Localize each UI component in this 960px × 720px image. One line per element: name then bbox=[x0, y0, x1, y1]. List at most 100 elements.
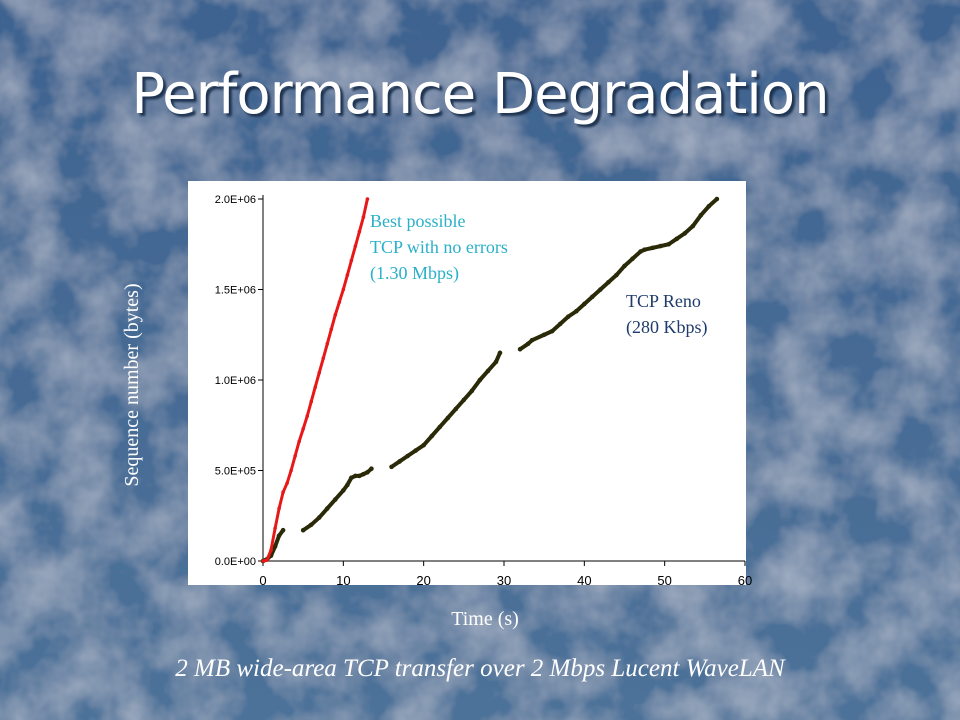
tcp-reno-point bbox=[437, 424, 443, 430]
tcp-reno-point bbox=[308, 522, 314, 528]
tcp-reno-point bbox=[421, 442, 426, 448]
tcp-reno-point bbox=[690, 223, 696, 229]
annotation-line: (1.30 Mbps) bbox=[370, 263, 459, 283]
best-possible-point bbox=[325, 342, 330, 346]
best-possible-point bbox=[321, 356, 326, 361]
x-tick-label: 50 bbox=[657, 573, 671, 588]
tcp-reno-point bbox=[666, 241, 671, 247]
tcp-reno-point bbox=[324, 506, 330, 511]
tcp-reno-point bbox=[582, 301, 587, 307]
axes: 0 10 20 30 40 50 60 0.0E+00 5.0E+05 1.0E+06 1.5E+0… bbox=[215, 194, 753, 588]
best-possible-point bbox=[269, 548, 273, 552]
best-possible-point bbox=[317, 370, 322, 375]
best-possible-point bbox=[349, 258, 354, 263]
best-possible-point bbox=[293, 454, 297, 458]
tcp-reno-point bbox=[357, 473, 362, 479]
best-possible-annotation: Best possible TCP with no errors (1.30 M… bbox=[370, 208, 508, 286]
x-tick-label: 10 bbox=[336, 573, 350, 588]
tcp-reno-point bbox=[389, 464, 394, 470]
best-possible-point bbox=[305, 414, 309, 419]
best-possible-point bbox=[341, 287, 346, 292]
best-possible-point bbox=[277, 506, 281, 511]
annotation-line: TCP with no errors bbox=[370, 237, 508, 257]
tcp-reno-series bbox=[260, 196, 720, 564]
tcp-reno-point bbox=[361, 471, 366, 477]
best-possible-point bbox=[261, 559, 265, 563]
best-possible-point bbox=[353, 244, 358, 248]
best-possible-point bbox=[333, 313, 338, 317]
tcp-reno-point bbox=[445, 415, 451, 421]
tcp-reno-point bbox=[365, 470, 370, 475]
y-tick-label: 1.5E+06 bbox=[215, 285, 256, 297]
tcp-reno-point bbox=[622, 263, 627, 269]
tcp-reno-point bbox=[549, 328, 555, 334]
best-possible-point bbox=[289, 468, 293, 473]
annotation-line: Best possible bbox=[370, 211, 466, 231]
best-possible-point bbox=[329, 327, 334, 332]
y-tick-label: 1.0E+06 bbox=[215, 375, 256, 387]
tcp-reno-point bbox=[642, 247, 647, 252]
best-possible-point bbox=[273, 526, 277, 531]
annotation-line: TCP Reno bbox=[626, 291, 701, 311]
y-tick-label: 2.0E+06 bbox=[215, 194, 256, 206]
tcp-reno-point bbox=[714, 196, 720, 202]
tcp-reno-point bbox=[300, 527, 306, 533]
tcp-reno-point bbox=[529, 337, 535, 343]
best-possible-point bbox=[309, 399, 314, 404]
tcp-reno-point bbox=[606, 279, 611, 285]
tcp-reno-point bbox=[485, 368, 491, 374]
tcp-reno-point bbox=[341, 488, 346, 493]
tcp-reno-point bbox=[369, 466, 374, 471]
tcp-reno-point bbox=[517, 346, 523, 352]
best-possible-series bbox=[261, 197, 370, 563]
tcp-reno-point bbox=[349, 475, 354, 481]
x-tick-label: 40 bbox=[577, 573, 591, 588]
best-possible-point bbox=[285, 481, 289, 485]
tcp-reno-point bbox=[276, 533, 282, 538]
tcp-reno-point bbox=[614, 272, 619, 278]
best-possible-point bbox=[313, 385, 318, 390]
tcp-reno-point bbox=[493, 359, 499, 365]
tcp-reno-point bbox=[272, 544, 278, 549]
tcp-reno-point bbox=[477, 377, 483, 383]
best-possible-point bbox=[297, 439, 301, 444]
x-tick-label: 20 bbox=[416, 573, 430, 588]
tcp-reno-annotation: TCP Reno (280 Kbps) bbox=[626, 288, 708, 340]
best-possible-point bbox=[301, 427, 305, 431]
tcp-reno-point bbox=[429, 433, 435, 439]
tcp-reno-point bbox=[413, 448, 418, 453]
tcp-reno-point bbox=[280, 527, 286, 533]
tcp-reno-point bbox=[469, 388, 475, 394]
tcp-reno-point bbox=[658, 243, 663, 249]
tcp-reno-point bbox=[682, 231, 688, 236]
tcp-reno-point bbox=[397, 459, 402, 464]
tcp-reno-point bbox=[557, 321, 563, 327]
tcp-reno-point bbox=[590, 294, 595, 300]
tcp-reno-point bbox=[650, 245, 655, 251]
tcp-reno-point bbox=[565, 314, 571, 319]
y-axis-label: Sequence number (bytes) bbox=[121, 283, 143, 487]
tcp-reno-point bbox=[405, 453, 410, 459]
tcp-reno-point bbox=[525, 341, 531, 347]
tcp-reno-point bbox=[630, 256, 635, 262]
tcp-reno-point bbox=[353, 473, 358, 479]
tcp-reno-point bbox=[453, 406, 459, 412]
y-tick-label: 5.0E+05 bbox=[215, 466, 256, 478]
tcp-reno-point bbox=[497, 350, 503, 356]
annotation-line: (280 Kbps) bbox=[626, 317, 708, 337]
tcp-reno-point bbox=[638, 249, 643, 254]
tcp-reno-point bbox=[316, 515, 322, 520]
tcp-reno-point bbox=[706, 203, 712, 209]
slide-title: Performance Degradation bbox=[131, 62, 829, 127]
best-possible-point bbox=[357, 229, 362, 234]
y-tick-label: 0.0E+00 bbox=[215, 556, 256, 568]
tcp-reno-point bbox=[574, 308, 579, 314]
best-possible-point bbox=[337, 300, 342, 304]
x-tick-label: 0 bbox=[259, 573, 266, 588]
tcp-reno-point bbox=[333, 497, 338, 502]
tcp-reno-point bbox=[461, 397, 467, 403]
x-tick-label: 60 bbox=[738, 573, 752, 588]
tcp-reno-point bbox=[698, 212, 704, 218]
x-axis-label: Time (s) bbox=[451, 608, 519, 630]
